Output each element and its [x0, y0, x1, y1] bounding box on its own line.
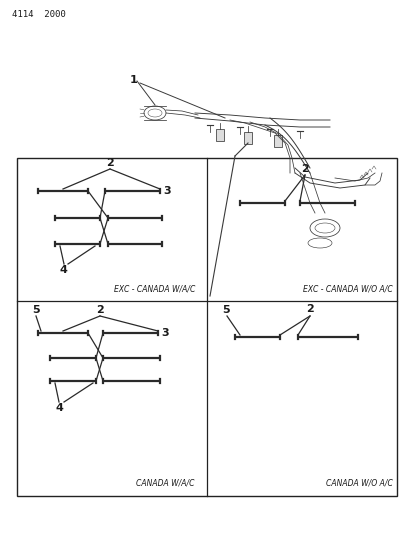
Text: 4114  2000: 4114 2000 [12, 10, 66, 19]
Text: CANADA W/O A/C: CANADA W/O A/C [326, 479, 393, 488]
Text: 4: 4 [55, 403, 63, 413]
Bar [274, 135, 282, 147]
Text: 2: 2 [96, 305, 104, 315]
Text: 4: 4 [60, 265, 68, 275]
Text: 2: 2 [301, 164, 309, 174]
Bar [17, 158, 397, 496]
Text: EXC - CANADA W/A/C: EXC - CANADA W/A/C [113, 284, 195, 293]
Text: 2: 2 [306, 304, 314, 314]
Bar [216, 129, 224, 141]
Text: 5: 5 [32, 305, 40, 315]
Text: EXC - CANADA W/O A/C: EXC - CANADA W/O A/C [303, 284, 393, 293]
Text: 3: 3 [161, 328, 169, 338]
Bar [244, 132, 252, 144]
Text: 3: 3 [163, 186, 171, 196]
Text: 1: 1 [130, 75, 138, 85]
Text: 5: 5 [222, 305, 230, 315]
Text: CANADA W/A/C: CANADA W/A/C [137, 479, 195, 488]
Text: 2: 2 [106, 158, 114, 168]
